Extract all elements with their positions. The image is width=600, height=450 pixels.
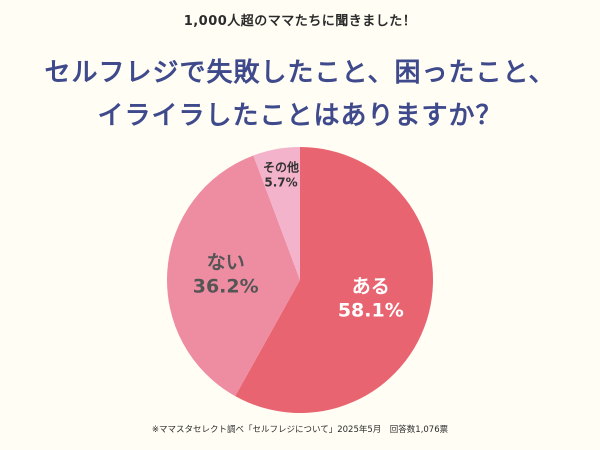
slice-value-2: 5.7% [264,176,297,190]
page-title-line-2: イライラしたことはありますか？ [97,101,503,131]
page-title-line-1: セルフレジで失敗したこと、困ったこと、 [44,58,556,88]
source-footnote: ※ママスタセレクト調べ「セルフレジについて」2025年5月 回答数1,076票 [151,425,449,435]
slice-label-0: ある [352,275,390,297]
slice-value-0: 58.1% [338,299,404,321]
pie-slice-2 [253,147,300,280]
pie-slice-0 [235,147,434,413]
pie-slice-1 [167,155,300,397]
pie-slices [167,147,434,413]
slice-label-1: ない [207,251,245,273]
slice-value-1: 36.2% [193,275,259,297]
survey-kicker: 1,000人超のママたちに聞きました！ [183,14,417,29]
slice-label-2: その他 [263,160,299,175]
